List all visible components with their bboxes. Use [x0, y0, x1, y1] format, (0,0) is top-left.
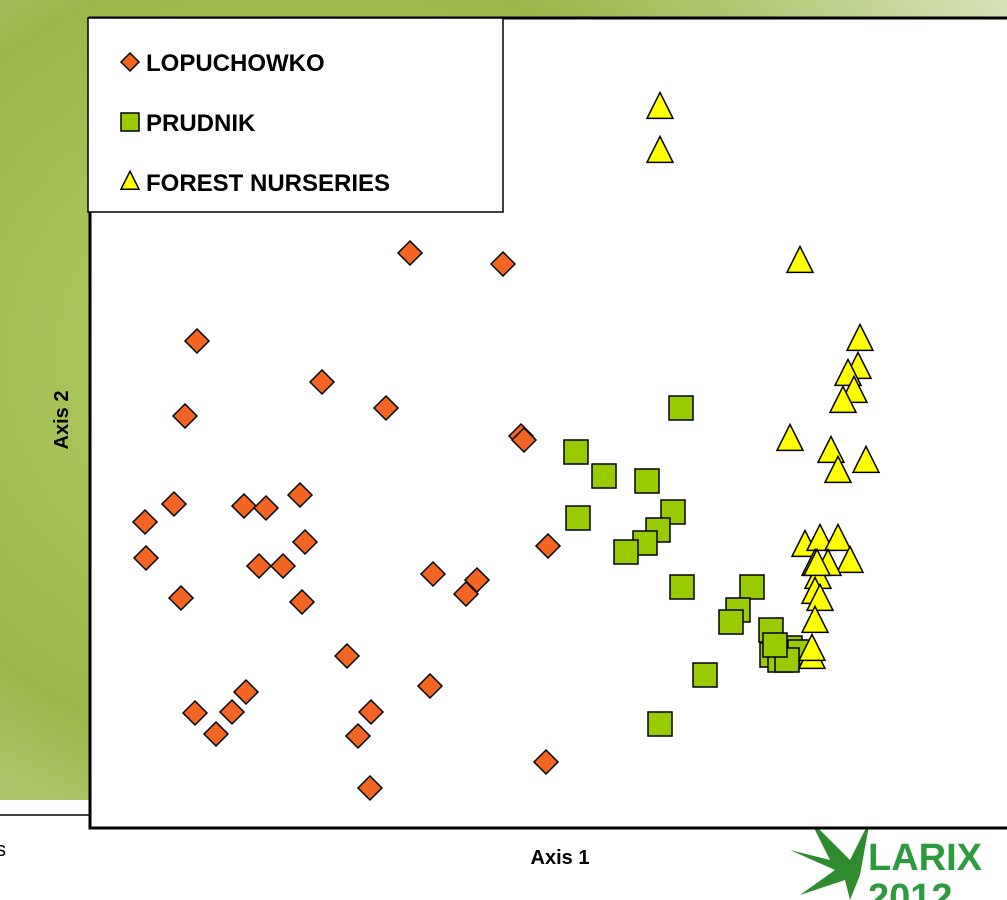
point [763, 633, 787, 657]
slide: s LARIX 2012 LOPUCHOWKO PRUDNIK FOREST NUR… [0, 0, 1007, 900]
point [635, 469, 659, 493]
point [669, 396, 693, 420]
legend-label: LOPUCHOWKO [146, 50, 325, 77]
footer-fragment: s [0, 839, 6, 861]
point [614, 540, 638, 564]
point [648, 712, 672, 736]
point [740, 575, 764, 599]
point [719, 610, 743, 634]
point [670, 575, 694, 599]
point [566, 506, 590, 530]
logo-name: LARIX [868, 837, 983, 879]
x-axis-label: Axis 1 [531, 847, 590, 869]
logo-year: 2012 [868, 877, 953, 900]
y-axis-label: Axis 2 [51, 391, 73, 450]
point [693, 663, 717, 687]
point [564, 440, 588, 464]
legend-label: FOREST NURSERIES [146, 170, 390, 197]
point [592, 464, 616, 488]
legend-label: PRUDNIK [146, 110, 256, 137]
legend-marker [121, 113, 139, 131]
